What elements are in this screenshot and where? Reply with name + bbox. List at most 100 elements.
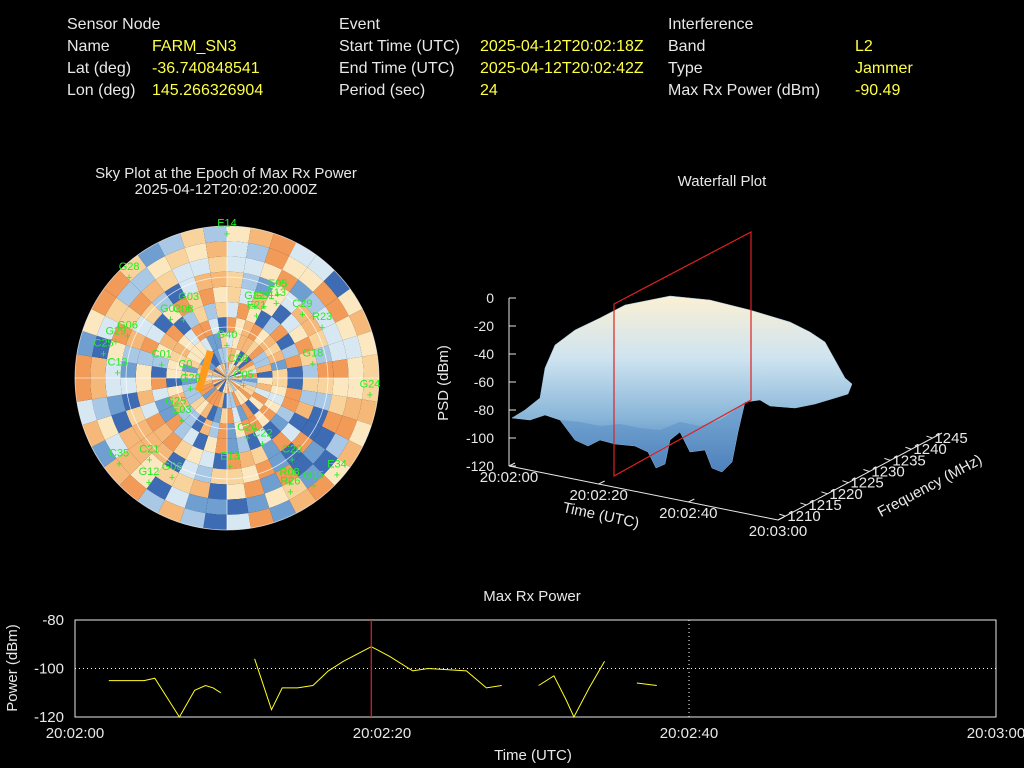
time-tick-label: 20:02:00 bbox=[46, 725, 104, 742]
sky-cell bbox=[203, 513, 227, 530]
sky-cell bbox=[227, 256, 246, 273]
power-tick-label: -100 bbox=[34, 661, 64, 678]
satellite-marker: + bbox=[113, 337, 119, 349]
sky-cell bbox=[348, 420, 372, 447]
time-tick-label: 20:03:00 bbox=[749, 523, 807, 540]
sky-cell bbox=[289, 279, 313, 303]
sky-cell bbox=[289, 488, 317, 514]
sky-cell bbox=[91, 335, 112, 359]
sky-cell bbox=[118, 306, 141, 330]
sky-cell bbox=[362, 378, 379, 402]
sky-cell bbox=[202, 386, 217, 400]
sky-cell bbox=[240, 402, 254, 419]
sky-cell bbox=[254, 427, 272, 446]
end-time-value: 2025-04-12T20:02:42Z bbox=[480, 60, 644, 77]
sky-cell bbox=[208, 483, 227, 500]
sky-cell bbox=[248, 345, 264, 361]
satellite-label: C24 bbox=[237, 422, 257, 434]
sky-cell bbox=[259, 335, 277, 352]
freq-tick-label: 1220 bbox=[829, 486, 862, 503]
sky-cell bbox=[248, 395, 264, 411]
sky-cell bbox=[178, 276, 199, 297]
sky-cell bbox=[154, 396, 173, 413]
sky-cell bbox=[91, 397, 112, 421]
sky-cell bbox=[281, 343, 300, 360]
sky-cell bbox=[173, 421, 192, 440]
sky-cell bbox=[145, 324, 166, 344]
sky-cell bbox=[254, 310, 272, 329]
sky-cell bbox=[222, 347, 227, 363]
sky-cell bbox=[227, 378, 230, 394]
sky-cell bbox=[136, 389, 155, 407]
sky-cell bbox=[227, 367, 240, 378]
sky-cell bbox=[227, 453, 242, 470]
time-tick-mark bbox=[598, 480, 605, 485]
sky-cell bbox=[75, 354, 92, 378]
sky-cell bbox=[287, 366, 304, 378]
satellite-marker: + bbox=[146, 455, 152, 467]
start-time-value: 2025-04-12T20:02:18Z bbox=[480, 38, 644, 55]
sky-cell bbox=[227, 498, 249, 515]
sky-cell bbox=[262, 316, 281, 335]
sky-cell bbox=[250, 291, 269, 311]
satellite-marker: + bbox=[274, 289, 280, 301]
sky-cell bbox=[166, 378, 182, 388]
sky-cell bbox=[227, 378, 236, 392]
satellite-marker: + bbox=[169, 472, 175, 484]
satellite-label: G28 bbox=[119, 261, 140, 273]
sky-cell bbox=[212, 378, 227, 385]
sky-cell bbox=[248, 508, 274, 529]
sky-heatmap bbox=[75, 226, 379, 530]
epoch-plane bbox=[613, 231, 752, 478]
field-row: Band L2 bbox=[668, 36, 913, 58]
sky-cell bbox=[243, 479, 265, 499]
sky-cell bbox=[243, 257, 265, 277]
sky-cell bbox=[257, 370, 273, 378]
sky-cell bbox=[267, 350, 285, 364]
sky-cell bbox=[76, 399, 97, 425]
sky-cell bbox=[298, 267, 324, 292]
sky-cell bbox=[227, 378, 242, 385]
sky-cell bbox=[255, 382, 272, 393]
satellite-marker: + bbox=[367, 390, 373, 402]
time-axis-label: Time (UTC) bbox=[561, 499, 641, 532]
z-axis-label: PSD (dBm) bbox=[435, 345, 452, 421]
sky-cell bbox=[155, 464, 179, 487]
sky-cell bbox=[254, 357, 271, 369]
sky-cell bbox=[282, 256, 308, 280]
sky-cell bbox=[291, 302, 314, 325]
sky-cell bbox=[210, 271, 227, 288]
sky-cell bbox=[313, 426, 336, 450]
sky-cell bbox=[259, 262, 283, 284]
satellite-label: G40 bbox=[217, 329, 238, 341]
sky-cell bbox=[184, 242, 208, 263]
satellite-label: C25 bbox=[94, 338, 114, 350]
sky-cell bbox=[247, 414, 263, 433]
sky-cell bbox=[166, 385, 184, 397]
satellite-label: C29 bbox=[292, 298, 312, 310]
sky-cell bbox=[275, 269, 299, 292]
sky-cell bbox=[264, 247, 290, 270]
max-rx-power-title: Max Rx Power bbox=[483, 588, 581, 605]
freq-tick-label: 1225 bbox=[850, 475, 883, 492]
satellite-marker: + bbox=[187, 384, 193, 396]
sky-cell bbox=[190, 345, 206, 361]
sky-cell bbox=[298, 464, 324, 489]
sky-cell bbox=[153, 422, 174, 443]
freq-tick-label: 1230 bbox=[871, 464, 904, 481]
sky-cell bbox=[96, 415, 119, 441]
sky-cell bbox=[227, 373, 242, 378]
power-series-line bbox=[108, 677, 222, 718]
satellite-label: G02 bbox=[160, 303, 181, 315]
sky-cell bbox=[125, 406, 146, 427]
sky-cell bbox=[231, 406, 242, 423]
jammer-direction-marker bbox=[195, 350, 214, 392]
satellite-marker: + bbox=[178, 415, 184, 427]
sky-cell bbox=[264, 486, 290, 509]
sky-cell bbox=[128, 440, 152, 464]
satellite-markers: E14+G28+G32+E21+G31+E13+E05+C29+ R23+G18+… bbox=[94, 217, 381, 498]
sky-cell bbox=[251, 391, 268, 405]
satellite-marker: + bbox=[224, 228, 230, 240]
sky-cell bbox=[212, 453, 227, 470]
sky-cell bbox=[200, 337, 214, 354]
